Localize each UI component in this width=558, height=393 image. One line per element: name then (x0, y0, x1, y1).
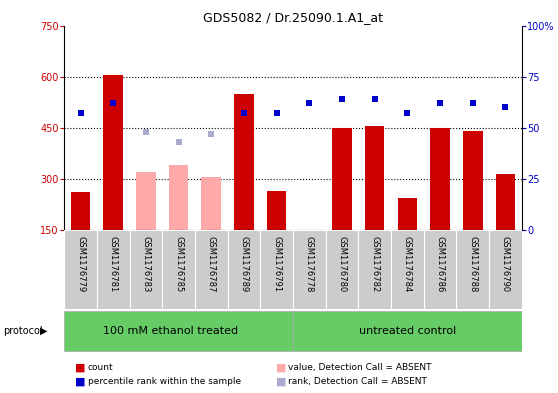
Text: GSM1176781: GSM1176781 (109, 236, 118, 292)
Text: untreated control: untreated control (359, 326, 456, 336)
Bar (489, 230, 522, 309)
Bar (463, 131, 483, 230)
Title: GDS5082 / Dr.25090.1.A1_at: GDS5082 / Dr.25090.1.A1_at (203, 11, 383, 24)
Text: ▶: ▶ (40, 326, 47, 336)
Text: GSM1176779: GSM1176779 (76, 236, 85, 292)
Text: rank, Detection Call = ABSENT: rank, Detection Call = ABSENT (288, 377, 427, 386)
Text: GSM1176789: GSM1176789 (239, 236, 248, 292)
Bar (496, 174, 515, 230)
Text: ■: ■ (75, 362, 86, 373)
Text: GSM1176785: GSM1176785 (174, 236, 183, 292)
Text: ■: ■ (75, 376, 86, 386)
Text: GSM1176782: GSM1176782 (370, 236, 379, 292)
Text: 100 mM ethanol treated: 100 mM ethanol treated (103, 326, 238, 336)
Bar (71, 193, 90, 230)
Bar (103, 75, 123, 230)
Text: ■: ■ (276, 376, 287, 386)
Text: GSM1176784: GSM1176784 (403, 236, 412, 292)
Bar (162, 230, 195, 309)
Bar (195, 230, 228, 309)
Text: GSM1176788: GSM1176788 (468, 236, 477, 292)
Bar (397, 198, 417, 230)
Bar (260, 230, 293, 309)
Bar (365, 126, 384, 230)
Bar (129, 230, 162, 309)
Text: GSM1176787: GSM1176787 (207, 236, 216, 292)
Bar (97, 230, 129, 309)
Bar (234, 94, 254, 230)
Bar (169, 165, 189, 230)
Bar (332, 128, 352, 230)
Text: GSM1176791: GSM1176791 (272, 236, 281, 292)
Text: count: count (88, 363, 113, 372)
Text: ■: ■ (276, 362, 287, 373)
Bar (64, 230, 97, 309)
Text: percentile rank within the sample: percentile rank within the sample (88, 377, 240, 386)
Bar (228, 230, 260, 309)
Bar (136, 172, 156, 230)
Bar (456, 230, 489, 309)
Bar (64, 311, 293, 351)
Text: GSM1176786: GSM1176786 (436, 236, 445, 292)
Bar (424, 230, 456, 309)
Bar (391, 230, 424, 309)
Bar (293, 311, 522, 351)
Text: GSM1176783: GSM1176783 (141, 236, 150, 292)
Text: value, Detection Call = ABSENT: value, Detection Call = ABSENT (288, 363, 432, 372)
Text: GSM1176778: GSM1176778 (305, 236, 314, 292)
Text: GSM1176780: GSM1176780 (338, 236, 347, 292)
Bar (201, 177, 221, 230)
Bar (293, 230, 326, 309)
Bar (430, 128, 450, 230)
Bar (358, 230, 391, 309)
Bar (267, 191, 286, 230)
Text: protocol: protocol (3, 326, 42, 336)
Text: GSM1176790: GSM1176790 (501, 236, 510, 292)
Bar (326, 230, 358, 309)
